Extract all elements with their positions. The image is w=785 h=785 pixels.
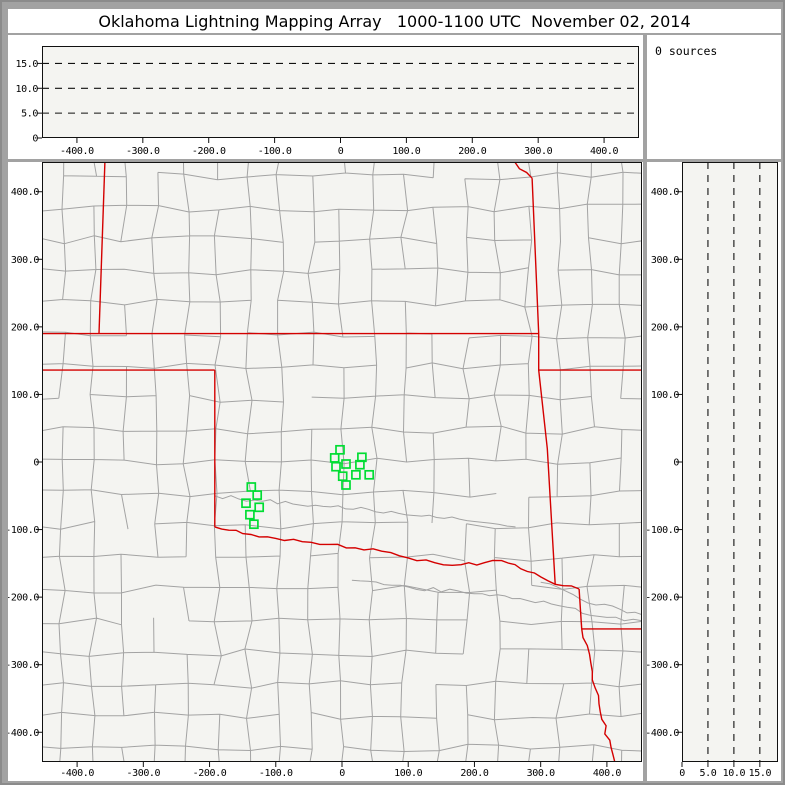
station-marker: [355, 459, 365, 470]
sulphur-river: [351, 579, 642, 622]
rivers: [214, 495, 642, 622]
map-frame: [42, 162, 642, 762]
arkansas-river: [540, 581, 642, 616]
x-axis-ticks: -400.0 -300.0 -200.0 -100.0 0 100.0 200.0 300.0…: [60, 138, 619, 157]
x-tick-label: -200.0: [192, 146, 226, 157]
y-tick-label: 400.0: [11, 187, 39, 198]
canadian-river: [214, 495, 516, 528]
y-tick-label: -100.0: [647, 525, 679, 536]
station-marker: [254, 502, 265, 513]
station-marker: [341, 480, 351, 490]
station-marker: [246, 482, 257, 492]
x-tick-label: 0: [339, 768, 345, 779]
sources-count-label: 0 sources: [655, 44, 718, 58]
y-tick-label: -200.0: [8, 593, 39, 604]
state-borders: [42, 162, 642, 762]
station-marker: [249, 519, 259, 530]
state-border-texas-arkansas: [578, 588, 583, 629]
y-tick-label: 200.0: [651, 322, 679, 333]
x-tick-label: -400.0: [60, 768, 94, 779]
x-tick-label: 10.0: [723, 768, 746, 779]
altitude-north-south-plot[interactable]: 0 5.0 10.0 15.0 400.0 300.0 200.0 100.0 0 -100.0 -…: [647, 162, 781, 781]
station-marker: [241, 498, 251, 509]
altitude-dashed-gridlines: [707, 162, 761, 762]
state-border-colorado-kansas: [98, 162, 106, 334]
x-tick-label: 15.0: [749, 768, 772, 779]
x-tick-label: 200.0: [458, 146, 486, 157]
y-tick-label: 5.0: [21, 109, 38, 120]
y-tick-label: -400.0: [8, 728, 39, 739]
x-tick-label: -200.0: [193, 768, 227, 779]
x-tick-label: 400.0: [590, 146, 618, 157]
station-marker: [364, 469, 375, 480]
altitude-east-west-plot[interactable]: -400.0 -300.0 -200.0 -100.0 0 100.0 200.0 300.0…: [8, 35, 643, 159]
y-tick-label: 10.0: [16, 84, 39, 95]
altitude-north-south-panel[interactable]: 0 5.0 10.0 15.0 400.0 300.0 200.0 100.0 0 -100.0 -…: [647, 162, 781, 781]
station-marker: [331, 461, 341, 472]
y-tick-label: -200.0: [647, 593, 679, 604]
y-tick-label: 300.0: [11, 255, 39, 266]
x-tick-label: -300.0: [126, 146, 160, 157]
x-tick-label: 300.0: [527, 768, 555, 779]
y-tick-label: 200.0: [11, 322, 39, 333]
x-tick-label: -400.0: [60, 146, 94, 157]
y-tick-label: 0: [33, 458, 39, 469]
x-tick-label: 5.0: [700, 768, 717, 779]
y-tick-label: 15.0: [16, 59, 39, 70]
state-border-kansas-missouri-river: [514, 162, 533, 179]
title-bar: Oklahoma Lightning Mapping Array 1000-11…: [8, 9, 781, 33]
x-tick-label: 0: [338, 146, 344, 157]
y-tick-label: 400.0: [651, 187, 679, 198]
alt-ns-frame: [682, 162, 778, 762]
x-tick-label: 300.0: [524, 146, 552, 157]
county-boundaries: [42, 162, 642, 762]
x-axis-ticks: 0 5.0 10.0 15.0: [679, 762, 772, 779]
state-border-red-river: [214, 526, 580, 590]
station-marker: [351, 469, 361, 480]
lma-stations: [241, 444, 375, 530]
x-tick-label: -100.0: [259, 768, 293, 779]
y-tick-label: -300.0: [647, 660, 679, 671]
x-tick-label: 0: [679, 768, 685, 779]
alt-ew-frame: [42, 46, 639, 138]
alt-ew-plot-background[interactable]: [42, 46, 639, 138]
y-tick-label: 300.0: [651, 255, 679, 266]
alt-ns-plot-background[interactable]: [682, 162, 778, 762]
y-tick-label: 100.0: [11, 390, 39, 401]
x-tick-label: 400.0: [593, 768, 621, 779]
state-border-texas-louisiana: [581, 628, 616, 762]
y-tick-label: 0: [32, 134, 38, 145]
x-axis-ticks: -400.0 -300.0 -200.0 -100.0 0 100.0 200.0 300.0…: [60, 762, 622, 779]
y-axis-ticks: 15.0 10.0 5.0 0: [16, 59, 42, 145]
y-tick-label: -300.0: [8, 660, 39, 671]
x-tick-label: 200.0: [460, 768, 488, 779]
x-tick-label: 100.0: [394, 768, 422, 779]
station-marker: [341, 459, 351, 469]
station-marker: [245, 509, 255, 520]
x-tick-label: -100.0: [258, 146, 292, 157]
y-tick-label: -100.0: [8, 525, 39, 536]
sources-count-panel: 0 sources: [647, 35, 781, 159]
window-title: Oklahoma Lightning Mapping Array 1000-11…: [98, 11, 691, 31]
y-axis-ticks: 400.0 300.0 200.0 100.0 0 -100.0 -200.0 -300.0 -…: [8, 187, 42, 739]
station-marker: [252, 490, 263, 500]
plan-view-map-panel[interactable]: -400.0 -300.0 -200.0 -100.0 0 100.0 200.0 300.0…: [8, 162, 643, 781]
plan-view-map[interactable]: -400.0 -300.0 -200.0 -100.0 0 100.0 200.0 300.0…: [8, 162, 643, 781]
altitude-east-west-panel[interactable]: -400.0 -300.0 -200.0 -100.0 0 100.0 200.0 300.0…: [8, 35, 643, 159]
x-tick-label: 100.0: [392, 146, 420, 157]
altitude-dashed-gridlines: [42, 62, 639, 114]
station-marker: [335, 444, 345, 455]
y-tick-label: 0: [673, 458, 679, 469]
y-tick-label: -400.0: [647, 728, 679, 739]
x-tick-label: -300.0: [126, 768, 160, 779]
y-axis-ticks: 400.0 300.0 200.0 100.0 0 -100.0 -200.0 -300.0 -…: [647, 187, 682, 739]
y-tick-label: 100.0: [651, 390, 679, 401]
